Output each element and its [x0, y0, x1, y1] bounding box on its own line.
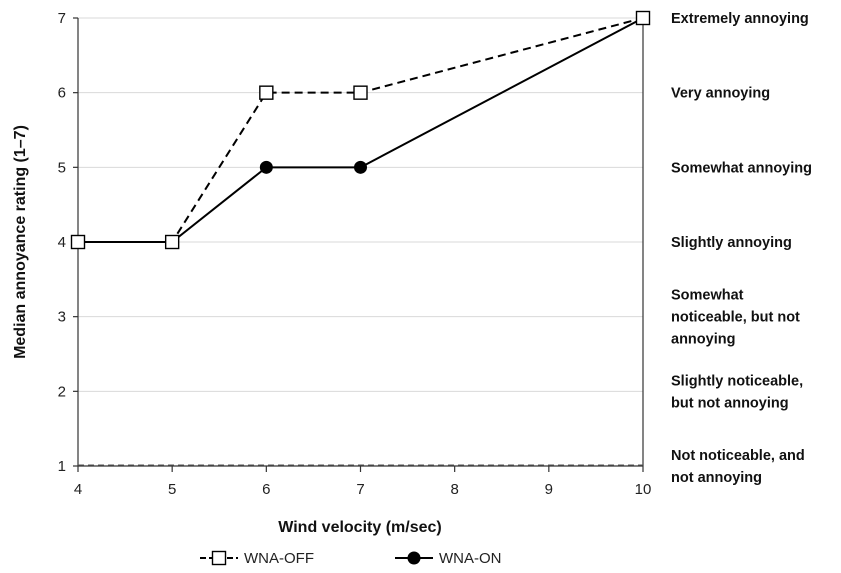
data-point-wna-off	[164, 234, 180, 250]
data-point-wna-on	[354, 160, 367, 174]
data-point-wna-off	[70, 234, 86, 250]
x-axis-title: Wind velocity (m/sec)	[278, 519, 441, 536]
rating-scale-labels: Extremely annoying Very annoying Somewhat …	[671, 11, 812, 486]
x-tick-label: 7	[356, 481, 364, 498]
tick-labels: 4 5 6 7 8 9 10 1 2 3 4 5 6 7	[58, 10, 652, 498]
legend-label: WNA-OFF	[244, 550, 314, 567]
y-tick-label: 4	[58, 234, 66, 251]
rating-label: Extremely annoying	[671, 11, 809, 27]
x-tick-label: 5	[168, 481, 176, 498]
rating-label: Somewhat noticeable, but not annoying	[671, 288, 800, 348]
legend-marker-wna-off	[211, 550, 227, 566]
x-tick-label: 8	[450, 481, 458, 498]
y-tick-label: 3	[58, 309, 66, 326]
x-tick-label: 9	[545, 481, 553, 498]
legend-label: WNA-ON	[439, 550, 502, 567]
rating-label: Slightly noticeable, but not annoying	[671, 373, 803, 411]
rating-label: Somewhat annoying	[671, 160, 812, 176]
series-line-wna-off	[78, 17, 644, 243]
y-axis-title: Median annoyance rating (1–7)	[12, 125, 29, 359]
legend: WNA-OFF WNA-ON	[200, 550, 502, 567]
x-tick-label: 6	[262, 481, 270, 498]
x-tick-label: 4	[74, 481, 82, 498]
series-group	[70, 10, 651, 466]
y-tick-label: 7	[58, 10, 66, 27]
rating-label: Slightly annoying	[671, 235, 792, 251]
data-point-wna-off	[353, 85, 368, 100]
data-point-wna-off	[635, 10, 651, 26]
data-point-wna-on	[259, 160, 273, 174]
data-point-wna-off	[259, 85, 274, 100]
x-tick-label: 10	[635, 481, 652, 498]
series-line-wna-on	[78, 17, 644, 243]
y-tick-label: 6	[58, 85, 66, 102]
rating-label: Very annoying	[671, 86, 770, 102]
axes	[73, 17, 644, 472]
rating-label: Not noticeable, and not annoying	[671, 448, 805, 486]
y-tick-label: 5	[58, 159, 66, 176]
y-tick-label: 2	[58, 383, 66, 400]
y-tick-label: 1	[58, 458, 66, 475]
legend-marker-wna-on	[407, 551, 421, 565]
